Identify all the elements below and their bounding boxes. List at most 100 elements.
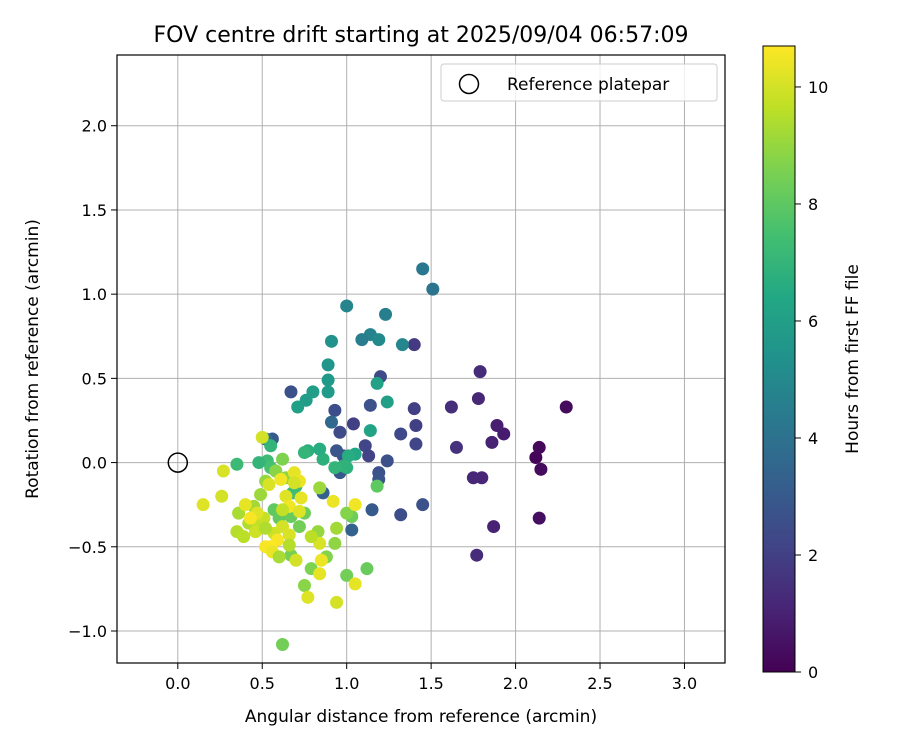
scatter-point: [394, 427, 408, 441]
colorbar-gradient: [763, 46, 795, 672]
scatter-point: [348, 498, 362, 512]
scatter-point: [292, 520, 306, 534]
scatter-point: [301, 590, 315, 604]
scatter-point: [449, 440, 463, 454]
scatter-point: [316, 452, 330, 466]
scatter-point: [370, 376, 384, 390]
legend-marker-open-circle: [458, 73, 480, 95]
scatter-point: [473, 365, 487, 379]
scatter-point: [237, 530, 251, 544]
y-tick-label: 0.5: [82, 369, 107, 388]
scatter-point: [262, 477, 276, 491]
scatter-point: [326, 494, 340, 508]
scatter-point: [363, 398, 377, 412]
scatter-point: [321, 358, 335, 372]
scatter-point: [330, 444, 344, 458]
scatter-point: [416, 498, 430, 512]
legend-entry-label: Reference platepar: [507, 75, 669, 95]
scatter-point: [264, 439, 278, 453]
scatter-point: [534, 462, 548, 476]
colorbar-ticks: 0 2 4 6 8 10: [795, 78, 828, 682]
scatter-point: [321, 373, 335, 387]
scatter-point: [272, 550, 286, 564]
colorbar-tick-label: 0: [808, 663, 818, 682]
x-tick-label: 2.5: [587, 674, 612, 693]
scatter-point: [532, 440, 546, 454]
scatter-point: [328, 403, 342, 417]
scatter-point: [409, 437, 423, 451]
scatter-point: [380, 395, 394, 409]
scatter-point: [340, 568, 354, 582]
scatter-point: [559, 400, 573, 414]
scatter-point: [341, 449, 355, 463]
scatter-point: [282, 528, 296, 542]
scatter-point: [466, 471, 480, 485]
scatter-point: [416, 262, 430, 276]
colorbar-label: Hours from first FF file: [843, 264, 863, 454]
y-tick-label: 2.0: [82, 117, 107, 136]
scatter-point: [297, 445, 311, 459]
scatter-point: [248, 525, 262, 539]
scatter-point: [287, 476, 301, 490]
scatter-point: [471, 392, 485, 406]
scatter-point: [313, 481, 327, 495]
scatter-point: [304, 530, 318, 544]
scatter-point: [313, 567, 327, 581]
grid-lines: [117, 55, 725, 663]
scatter-point: [490, 419, 504, 433]
colorbar-tick-label: 8: [808, 195, 818, 214]
scatter-point: [324, 415, 338, 429]
plot-frame: [116, 54, 726, 664]
scatter-point: [379, 307, 393, 321]
scatter-point: [254, 488, 268, 502]
colorbar-tick-label: 10: [808, 78, 828, 97]
y-tick-label: −0.5: [68, 538, 107, 557]
scatter-point: [444, 400, 458, 414]
scatter-point: [395, 338, 409, 352]
y-tick-label: 1.5: [82, 201, 107, 220]
scatter-point: [346, 417, 360, 431]
scatter-point: [370, 479, 384, 493]
scatter-point: [196, 498, 210, 512]
scatter-point: [345, 523, 359, 537]
reference-platepar-marker: [167, 452, 189, 473]
scatter-point: [313, 442, 327, 456]
x-tick-label: 2.0: [503, 674, 528, 693]
scatter-point: [380, 454, 394, 468]
scatter-point: [330, 595, 344, 609]
x-tick-label: 0.5: [250, 674, 275, 693]
scatter-point: [274, 472, 288, 486]
scatter-point: [297, 579, 311, 593]
scatter-point: [362, 449, 376, 463]
scatter-point: [372, 333, 386, 347]
scatter-points: [196, 262, 573, 651]
scatter-point: [426, 282, 440, 296]
scatter-point: [360, 562, 374, 576]
scatter-point: [485, 435, 499, 449]
scatter-point: [532, 511, 546, 525]
scatter-point: [363, 424, 377, 438]
scatter-point: [243, 511, 257, 525]
scatter-point: [348, 577, 362, 591]
scatter-point: [333, 425, 347, 439]
x-tick-label: 1.5: [418, 674, 443, 693]
scatter-point: [328, 461, 342, 475]
colorbar-frame: [762, 45, 796, 673]
scatter-point: [340, 506, 354, 520]
scatter-point: [259, 521, 273, 535]
legend: Reference platepar: [440, 63, 718, 102]
scatter-point: [276, 637, 290, 651]
scatter-point: [407, 338, 421, 352]
legend-box: [440, 63, 718, 102]
y-tick-label: 0.0: [82, 454, 107, 473]
scatter-point: [330, 521, 344, 535]
scatter-point: [340, 299, 354, 313]
scatter-point: [215, 489, 229, 503]
scatter-point: [470, 548, 484, 562]
scatter-point: [291, 400, 305, 414]
scatter-point: [252, 456, 266, 470]
scatter-point: [276, 452, 290, 466]
scatter-point: [216, 464, 230, 478]
